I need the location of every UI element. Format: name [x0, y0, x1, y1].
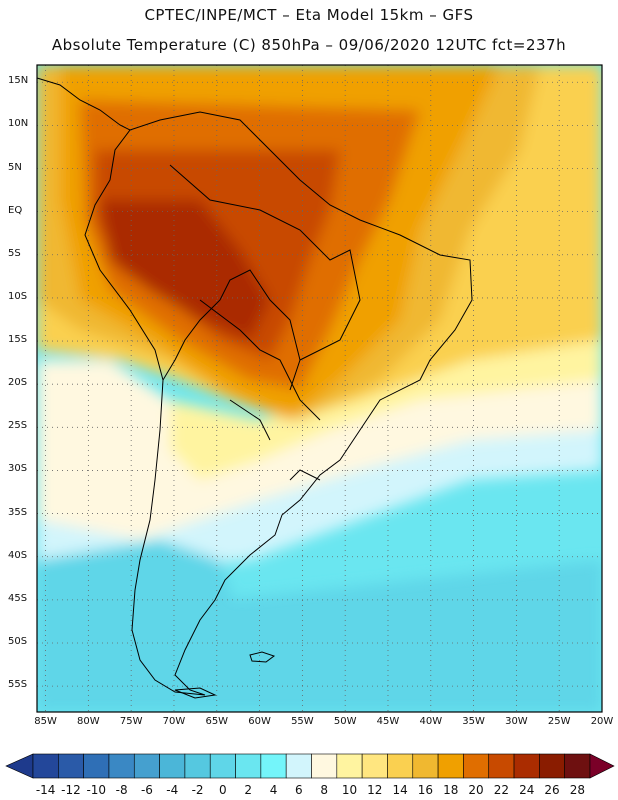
- interior-borders: [169, 164, 361, 481]
- lat-label: 15N: [8, 75, 29, 87]
- lat-label: 5S: [8, 247, 21, 259]
- colorbar-label: 28: [569, 783, 585, 797]
- colorbar-swatch: [58, 753, 84, 779]
- colorbar-label: 22: [493, 783, 510, 797]
- lat-label: 40S: [8, 549, 28, 561]
- graticule: [37, 65, 603, 712]
- tierra-del-fuego: [174, 687, 217, 699]
- colorbar-label: 0: [219, 783, 227, 797]
- colorbar-swatch: [513, 753, 540, 779]
- brown-core: [100, 200, 270, 340]
- lon-label: 40W: [419, 716, 443, 727]
- colorbar-swatch: [285, 753, 312, 779]
- colorbar-label: 6: [295, 783, 303, 797]
- lon-label: 70W: [162, 716, 186, 727]
- lat-label: 20S: [8, 377, 28, 389]
- coastlines: [36, 77, 473, 699]
- central-america-coastline: [36, 77, 131, 131]
- map-subtitle: Absolute Temperature (C) 850hPa – 09/06/…: [51, 36, 567, 54]
- lon-label: 65W: [205, 716, 229, 727]
- lon-label: 75W: [119, 716, 143, 727]
- colorbar-boxes: [5, 753, 615, 779]
- colorbar-label: 8: [320, 783, 328, 797]
- colorbar-swatch: [564, 753, 591, 779]
- colorbar-arrow-high: [589, 753, 615, 779]
- yellow-band: [170, 330, 602, 480]
- colorbar-swatch: [336, 753, 363, 779]
- lon-label: 25W: [547, 716, 571, 727]
- falklands: [249, 651, 276, 663]
- colorbar-label: -4: [166, 783, 179, 797]
- lat-label: 15S: [8, 334, 28, 346]
- colorbar-swatch: [209, 753, 236, 779]
- south-america-coastline: [84, 111, 473, 696]
- lon-label: 60W: [248, 716, 271, 727]
- colorbar-swatch: [32, 753, 59, 779]
- andes-border: [162, 269, 301, 391]
- colorbar-label: -14: [35, 783, 56, 797]
- lon-label: 55W: [291, 716, 314, 727]
- colorbar-swatch: [361, 753, 388, 779]
- colorbar-swatch: [159, 753, 186, 779]
- colorbar-label: 12: [367, 783, 383, 797]
- colorbar-label: 10: [341, 783, 358, 797]
- colorbar-swatch: [133, 753, 160, 779]
- lon-label: 20W: [590, 716, 614, 727]
- colorbar-label: 2: [244, 783, 253, 797]
- colorbar-swatch: [463, 753, 490, 779]
- lat-label: 25S: [8, 420, 28, 432]
- colorbar-swatch: [83, 753, 110, 779]
- colorbar-swatch: [412, 753, 439, 779]
- lon-label: 50W: [333, 716, 357, 727]
- colorbar-swatch: [387, 753, 414, 779]
- colorbar-label: 24: [519, 783, 535, 797]
- lat-label: 55S: [8, 679, 28, 691]
- lat-label: 10N: [8, 118, 29, 130]
- colorbar-label: 14: [392, 783, 408, 797]
- lat-label: 5N: [8, 161, 22, 173]
- lon-label: 35W: [462, 716, 485, 727]
- colorbar-swatch: [184, 753, 211, 779]
- lat-label: 45S: [8, 592, 28, 604]
- colorbar-label: 18: [443, 783, 459, 797]
- colorbar-swatch: [539, 753, 565, 779]
- lat-label: 30S: [8, 463, 28, 475]
- lat-label: EQ: [8, 204, 23, 216]
- colorbar-swatch: [260, 753, 287, 779]
- colorbar-label: -8: [115, 783, 128, 797]
- lat-label: 10S: [8, 290, 28, 302]
- map-title: CPTEC/INPE/MCT – Eta Model 15km – GFS: [144, 6, 474, 24]
- colorbar-label: 20: [468, 783, 484, 797]
- colorbar-label: 4: [269, 783, 278, 797]
- colorbar-swatch: [108, 753, 135, 779]
- colorbar-arrow-low: [5, 753, 34, 779]
- colorbar-label: -10: [86, 783, 107, 797]
- lon-label: 30W: [505, 716, 528, 727]
- map-frame: [36, 64, 603, 713]
- patagonia-cold-region: [37, 540, 240, 712]
- colorbar-label: 16: [417, 783, 434, 797]
- lon-label: 85W: [34, 716, 57, 727]
- lon-label: 45W: [376, 716, 400, 727]
- lat-label: 35S: [8, 506, 28, 518]
- colorbar-label: -12: [61, 783, 81, 797]
- colorbar-swatch: [235, 753, 262, 779]
- pale-band: [37, 420, 602, 580]
- lat-label: 50S: [8, 635, 28, 647]
- colorbar-swatch: [437, 753, 464, 779]
- colorbar-label: -2: [191, 783, 204, 797]
- colorbar-label: -6: [140, 783, 153, 797]
- lon-label: 80W: [77, 716, 100, 727]
- colorbar-swatch: [488, 753, 515, 779]
- colorbar-label: 26: [544, 783, 560, 797]
- colorbar-swatch: [311, 753, 338, 779]
